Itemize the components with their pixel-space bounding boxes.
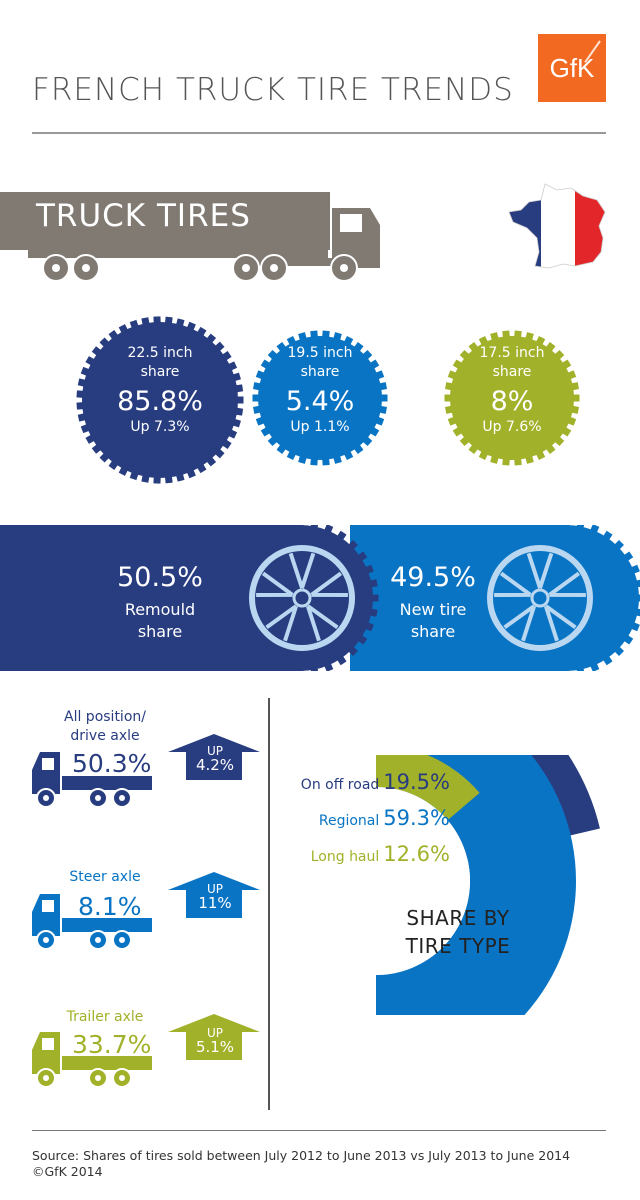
gear-22-5-value: 85.8% (117, 386, 203, 417)
steer-axle-truck-icon (32, 894, 152, 950)
gear-22-5: 22.5 inch share 85.8% Up 7.3% (95, 344, 225, 437)
gear-19-5-shape (252, 330, 388, 466)
legend-long-haul: Long haul 12.6% (280, 842, 450, 866)
footer-source: Source: Shares of tires sold between Jul… (32, 1148, 571, 1163)
remould-label-2: share (137, 622, 183, 641)
axle-trailer-up-value: 5.1% (195, 1038, 235, 1056)
axle-trailer-value: 33.7% (72, 1030, 152, 1059)
remould-wheel-icon (249, 545, 355, 651)
gear-17-5-value: 8% (490, 386, 534, 417)
new-tire-wheel-icon (487, 545, 593, 651)
truck-illustration (0, 192, 380, 282)
page-title: FRENCH TRUCK TIRE TRENDS (32, 72, 514, 108)
new-label-2: share (410, 622, 456, 641)
truck-tires-label: TRUCK TIRES (36, 198, 251, 234)
drive-axle-truck-icon (32, 752, 152, 808)
footer: Source: Shares of tires sold between Jul… (32, 1148, 570, 1180)
axle-steer-label: Steer axle (40, 868, 170, 887)
donut-slice-long-haul (376, 755, 480, 821)
axle-trailer-label-1: Trailer axle (66, 1009, 144, 1025)
axle-drive-up-value: 4.2% (195, 756, 235, 774)
remould-label-1: Remould (124, 600, 196, 619)
donut-slice-regional (376, 755, 576, 1015)
axle-drive-label-2: drive axle (70, 728, 140, 744)
gear-17-5: 17.5 inch share 8% Up 7.6% (447, 344, 577, 437)
axle-drive-label-1: All position/ (64, 709, 146, 725)
legend-on-off-road-label: On off road (300, 777, 380, 793)
axle-drive-change: UP 4.2% (180, 744, 250, 774)
legend-regional-value: 59.3% (383, 806, 450, 830)
steer-axle-up-arrow-icon (168, 872, 260, 918)
gear-19-5-size: 19.5 inch (287, 345, 353, 361)
footer-copyright: ©GfK 2014 (32, 1164, 103, 1179)
footer-divider (32, 1130, 606, 1131)
gear-22-5-size: 22.5 inch (127, 345, 193, 361)
donut-title-2: TIRE TYPE (405, 934, 511, 958)
axle-trailer-up: UP (206, 1026, 224, 1040)
gear-19-5-share: share (300, 364, 340, 380)
new-label-1: New tire (399, 600, 467, 619)
gear-22-5-share: share (140, 364, 180, 380)
axle-steer-up: UP (206, 882, 224, 896)
remould-new-band (0, 525, 640, 671)
tire-type-donut (376, 755, 600, 1015)
gear-17-5-change: Up 7.6% (482, 419, 542, 435)
gear-17-5-shape (444, 330, 580, 466)
legend-regional-label: Regional (318, 813, 380, 829)
axle-trailer-label: Trailer axle (40, 1008, 170, 1027)
gear-17-5-size: 17.5 inch (479, 345, 545, 361)
gfk-logo: GfK (538, 34, 606, 102)
gear-17-5-share: share (492, 364, 532, 380)
trailer-axle-truck-icon (32, 1032, 152, 1088)
donut-title-1: SHARE BY (406, 906, 510, 930)
section-divider (268, 698, 270, 1110)
new-tire-share: 49.5% New tire share (368, 562, 498, 643)
axle-drive-label: All position/ drive axle (40, 708, 170, 746)
trailer-axle-up-arrow-icon (168, 1014, 260, 1060)
gear-22-5-change: Up 7.3% (130, 419, 190, 435)
gear-19-5: 19.5 inch share 5.4% Up 1.1% (255, 344, 385, 437)
axle-steer-label-1: Steer axle (69, 869, 141, 885)
remould-share: 50.5% Remould share (95, 562, 225, 643)
axle-drive-value: 50.3% (72, 749, 152, 778)
legend-on-off-road-value: 19.5% (383, 770, 450, 794)
drive-axle-up-arrow-icon (168, 734, 260, 780)
legend-long-haul-value: 12.6% (383, 842, 450, 866)
france-flag-map-icon (508, 183, 606, 269)
gear-19-5-change: Up 1.1% (290, 419, 350, 435)
gear-19-5-value: 5.4% (285, 386, 355, 417)
gear-22-5-shape (76, 316, 244, 484)
axle-steer-value: 8.1% (78, 892, 142, 921)
remould-value: 50.5% (117, 562, 203, 593)
axle-drive-up: UP (206, 744, 224, 758)
legend-long-haul-label: Long haul (310, 849, 380, 865)
axle-graphics (32, 734, 260, 1088)
axle-steer-up-value: 11% (198, 894, 232, 912)
axle-steer-change: UP 11% (180, 882, 250, 912)
donut-title: SHARE BY TIRE TYPE (388, 904, 528, 960)
header-divider (32, 132, 606, 134)
new-value: 49.5% (390, 562, 476, 593)
legend-on-off-road: On off road 19.5% (280, 770, 450, 794)
legend-regional: Regional 59.3% (280, 806, 450, 830)
size-gears (76, 316, 580, 484)
axle-trailer-change: UP 5.1% (180, 1026, 250, 1056)
